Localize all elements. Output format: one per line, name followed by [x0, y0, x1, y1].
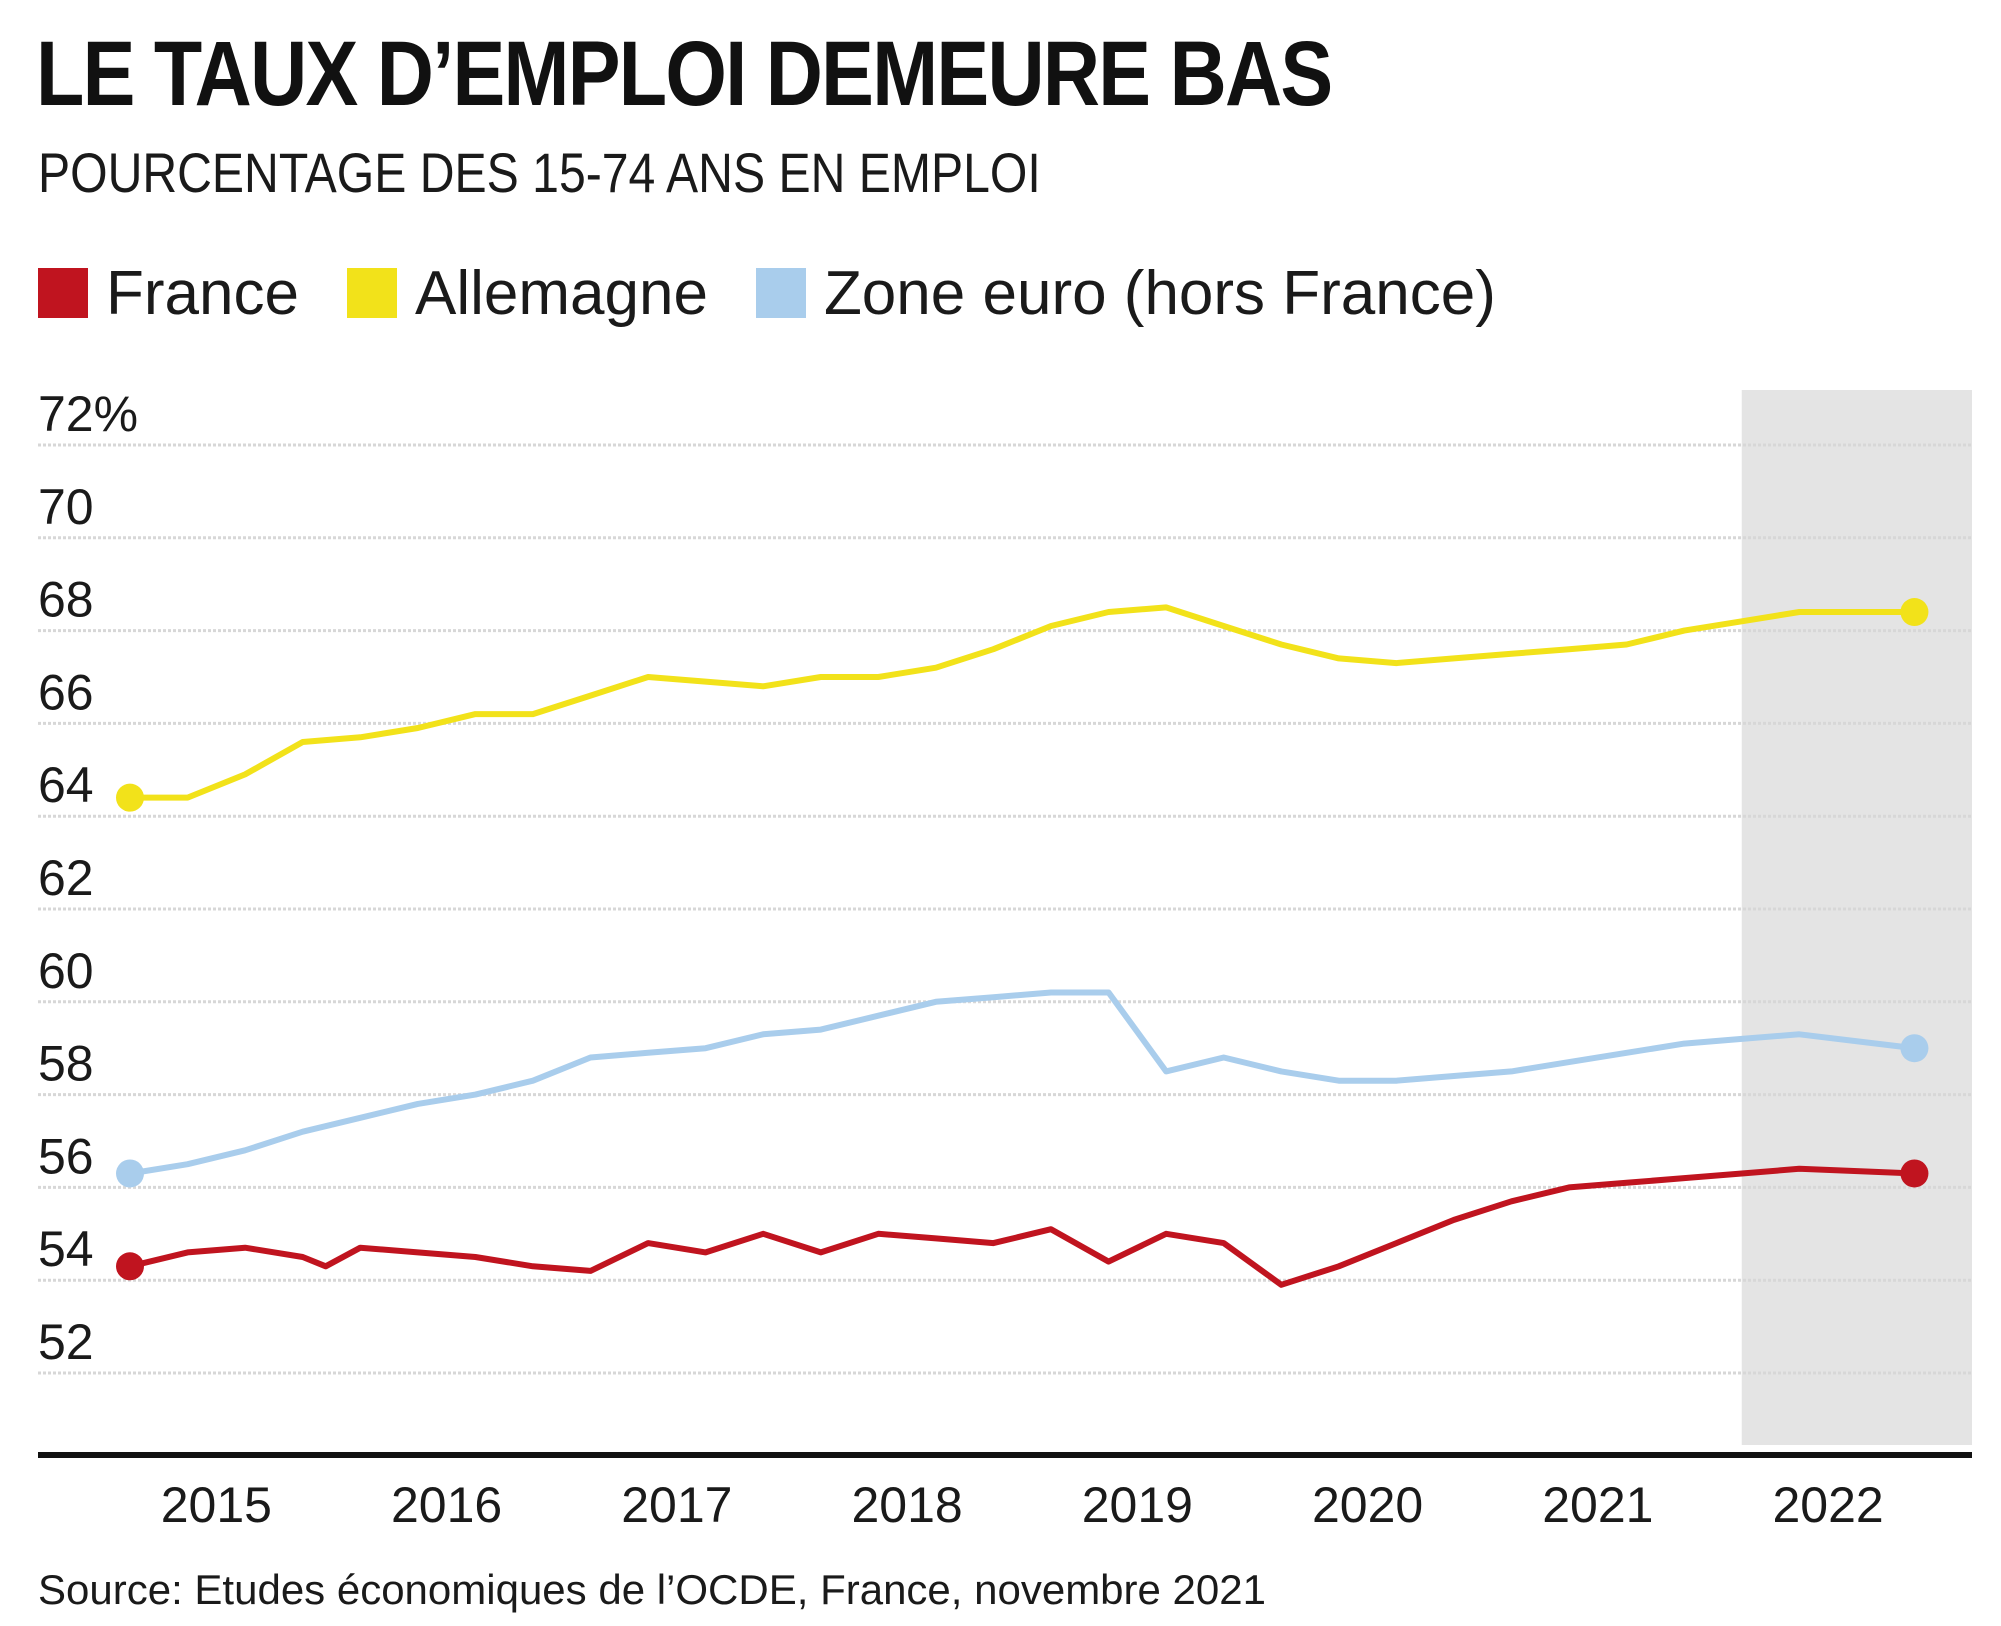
y-tick-label: 64: [38, 757, 94, 813]
y-tick-label: 72%: [38, 386, 138, 442]
legend-swatch-france: [38, 268, 88, 318]
legend-label-allemagne: Allemagne: [414, 258, 708, 328]
y-tick-label: 62: [38, 850, 94, 906]
legend-swatch-zone-euro: [755, 268, 806, 318]
series-line-france: [127, 1165, 1918, 1288]
legend: France Allemagne Zone euro (hors France): [38, 258, 1544, 328]
legend-item-allemagne: Allemagne: [346, 258, 708, 329]
legend-swatch-allemagne: [346, 268, 397, 318]
line-chart: 72% 70 68 66 64 62 60 58 56 54 52 2015 2016 2017 2018 2…: [38, 386, 1972, 1533]
y-tick-label: 66: [38, 664, 94, 720]
series-line-allemagne: [127, 604, 1918, 801]
x-tick-label: 2017: [621, 1477, 732, 1533]
y-tick-label: 70: [38, 479, 94, 535]
series-end-point-zone-euro-hors-france: [1900, 1034, 1929, 1063]
x-tick-label: 2019: [1082, 1477, 1193, 1533]
series-start-point-allemagne: [116, 783, 144, 812]
y-tick-label: 54: [38, 1221, 94, 1277]
x-tick-label: 2020: [1312, 1477, 1423, 1533]
x-tick-label: 2018: [851, 1477, 962, 1533]
source-note: Source: Etudes économiques de l’OCDE, Fr…: [38, 1566, 1266, 1613]
legend-label-france: France: [106, 258, 299, 328]
x-tick-label: 2021: [1542, 1477, 1653, 1533]
y-tick-label: 68: [38, 572, 94, 628]
x-tick-label: 2022: [1772, 1477, 1883, 1533]
series-start-point-france: [116, 1252, 144, 1281]
y-tick-label: 52: [38, 1314, 94, 1370]
legend-item-zone-euro: Zone euro (hors France): [755, 258, 1496, 329]
series-start-point-zone-euro-hors-france: [116, 1159, 144, 1188]
y-tick-label: 58: [38, 1036, 94, 1092]
x-tick-label: 2015: [161, 1477, 272, 1533]
y-tick-label: 56: [38, 1128, 94, 1184]
legend-label-zone-euro: Zone euro (hors France): [823, 258, 1496, 328]
legend-item-france: France: [38, 258, 299, 329]
chart-subtitle: POURCENTAGE DES 15-74 ANS EN EMPLOI: [38, 141, 1041, 204]
y-tick-label: 60: [38, 943, 94, 999]
x-tick-label: 2016: [391, 1477, 502, 1533]
series-end-point-allemagne: [1900, 598, 1929, 627]
series-line-zone-euro-hors-france: [127, 989, 1918, 1177]
forecast-shade: [1741, 390, 1972, 1445]
chart-title: LE TAUX D’EMPLOI DEMEURE BAS: [36, 23, 1333, 125]
series-end-point-france: [1900, 1159, 1929, 1188]
